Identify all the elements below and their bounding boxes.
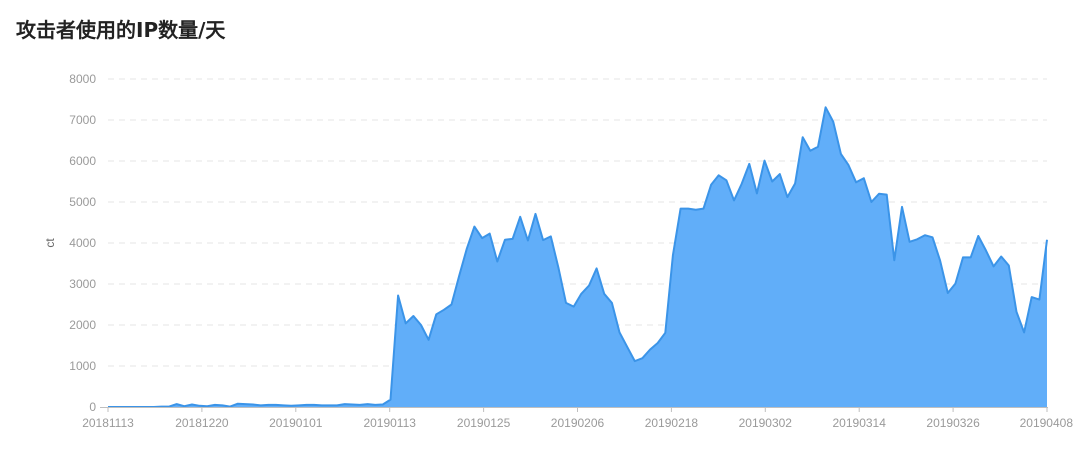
y-tick-label: 5000 [69, 195, 96, 209]
y-axis-label: ct [43, 238, 57, 248]
y-tick-label: 4000 [69, 236, 96, 250]
x-tick-label: 20190314 [833, 416, 887, 430]
x-tick-label: 20190408 [1020, 416, 1074, 430]
y-tick-label: 7000 [69, 113, 96, 127]
x-tick-label: 20190326 [926, 416, 980, 430]
y-tick-label: 6000 [69, 154, 96, 168]
x-tick-label: 20190125 [457, 416, 511, 430]
x-tick-label: 20190206 [551, 416, 605, 430]
x-tick-label: 20181220 [175, 416, 229, 430]
y-tick-label: 8000 [69, 72, 96, 86]
chart-title: 攻击者使用的IP数量/天 [16, 18, 226, 42]
y-tick-label: 2000 [69, 318, 96, 332]
series-line [108, 106, 1048, 408]
y-tick-label: 1000 [69, 359, 96, 373]
series-area [108, 107, 1047, 408]
x-tick-label: 20190218 [645, 416, 699, 430]
x-tick-label: 20190101 [269, 416, 323, 430]
x-tick-label: 20190113 [363, 416, 416, 430]
x-tick-label: 20190302 [739, 416, 793, 430]
y-tick-label: 0 [89, 400, 96, 414]
x-tick-label: 20181113 [82, 416, 134, 430]
y-tick-label: 3000 [69, 277, 96, 291]
